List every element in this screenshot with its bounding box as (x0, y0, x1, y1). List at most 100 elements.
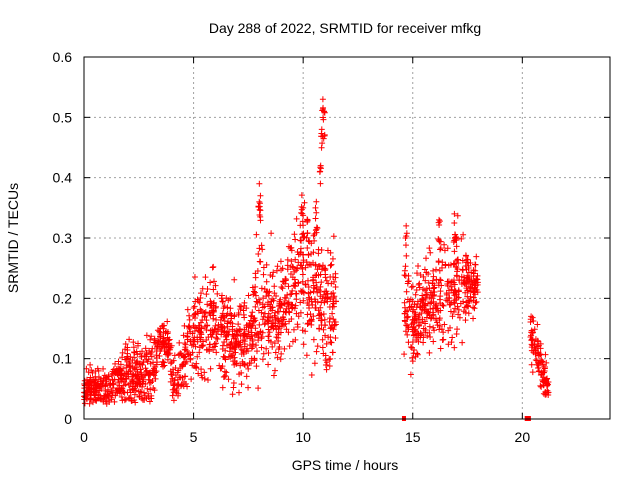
data-point (323, 340, 330, 347)
data-point (107, 381, 114, 388)
data-point (426, 323, 433, 330)
data-point (88, 396, 95, 403)
data-point (127, 389, 134, 396)
data-point (472, 261, 479, 268)
data-point (241, 340, 248, 347)
data-point (402, 318, 409, 325)
data-point (258, 344, 265, 351)
data-point (319, 96, 326, 103)
data-point (125, 382, 132, 389)
data-point (256, 321, 263, 328)
data-point (161, 362, 168, 369)
data-point (427, 305, 434, 312)
data-point (288, 258, 295, 265)
data-point (108, 396, 115, 403)
data-point (188, 376, 195, 383)
data-point (454, 326, 461, 333)
data-point (471, 305, 478, 312)
data-point (89, 369, 96, 376)
x-tick-label: 5 (190, 429, 198, 445)
y-tick-label: 0.3 (53, 230, 73, 246)
data-point (312, 204, 319, 211)
data-point (287, 270, 294, 277)
data-point (271, 340, 278, 347)
data-point (172, 364, 179, 371)
data-point (208, 334, 215, 341)
data-point (450, 289, 457, 296)
data-point (256, 206, 263, 213)
data-point (142, 345, 149, 352)
data-point (304, 311, 311, 318)
data-point (305, 284, 312, 291)
data-point (403, 230, 410, 237)
data-point (196, 349, 203, 356)
data-point (216, 362, 223, 369)
data-point (474, 289, 481, 296)
data-point (103, 376, 110, 383)
axis-ticks: 0 0.1 0.2 0.3 0.4 0.5 0.6 0 5 10 15 20 (53, 49, 610, 445)
data-point (538, 357, 545, 364)
data-point (425, 279, 432, 286)
data-point (199, 285, 206, 292)
data-point (245, 384, 252, 391)
data-point (210, 263, 217, 270)
data-point (298, 262, 305, 269)
data-point (145, 394, 152, 401)
data-point (314, 289, 321, 296)
data-point (529, 369, 536, 376)
data-point (214, 290, 221, 297)
data-point (177, 350, 184, 357)
data-point (258, 285, 265, 292)
data-point (268, 230, 275, 237)
data-point (129, 383, 136, 390)
data-point (267, 313, 274, 320)
data-point (448, 283, 455, 290)
data-point (146, 379, 153, 386)
data-point (289, 287, 296, 294)
data-point (231, 313, 238, 320)
data-point (534, 350, 541, 357)
data-point (176, 351, 183, 358)
data-point (265, 292, 272, 299)
data-point (544, 382, 551, 389)
data-point (276, 343, 283, 350)
data-point (286, 309, 293, 316)
data-point (419, 292, 426, 299)
data-point (316, 315, 323, 322)
data-point (330, 233, 337, 240)
data-point (327, 262, 334, 269)
data-point (472, 280, 479, 287)
data-point (528, 341, 535, 348)
data-point (435, 258, 442, 265)
data-point (276, 302, 283, 309)
data-point (411, 301, 418, 308)
data-point (195, 327, 202, 334)
data-point (115, 371, 122, 378)
data-point (319, 344, 326, 351)
data-point (100, 365, 107, 372)
data-point (330, 294, 337, 301)
data-point (426, 245, 433, 252)
data-point (297, 245, 304, 252)
data-point (86, 380, 93, 387)
data-point (175, 392, 182, 399)
data-point (213, 340, 220, 347)
data-point (178, 361, 185, 368)
data-point (137, 388, 144, 395)
data-point (118, 372, 125, 379)
data-point (231, 361, 238, 368)
data-point (108, 388, 115, 395)
data-point (289, 274, 296, 281)
data-point (298, 288, 305, 295)
data-point (318, 144, 325, 151)
data-point (231, 346, 238, 353)
data-point (444, 281, 451, 288)
data-point (250, 341, 257, 348)
data-point (312, 272, 319, 279)
data-point (252, 325, 259, 332)
data-point (131, 391, 138, 398)
data-point (535, 364, 542, 371)
data-point (248, 329, 255, 336)
data-point (263, 288, 270, 295)
data-points (81, 96, 552, 421)
